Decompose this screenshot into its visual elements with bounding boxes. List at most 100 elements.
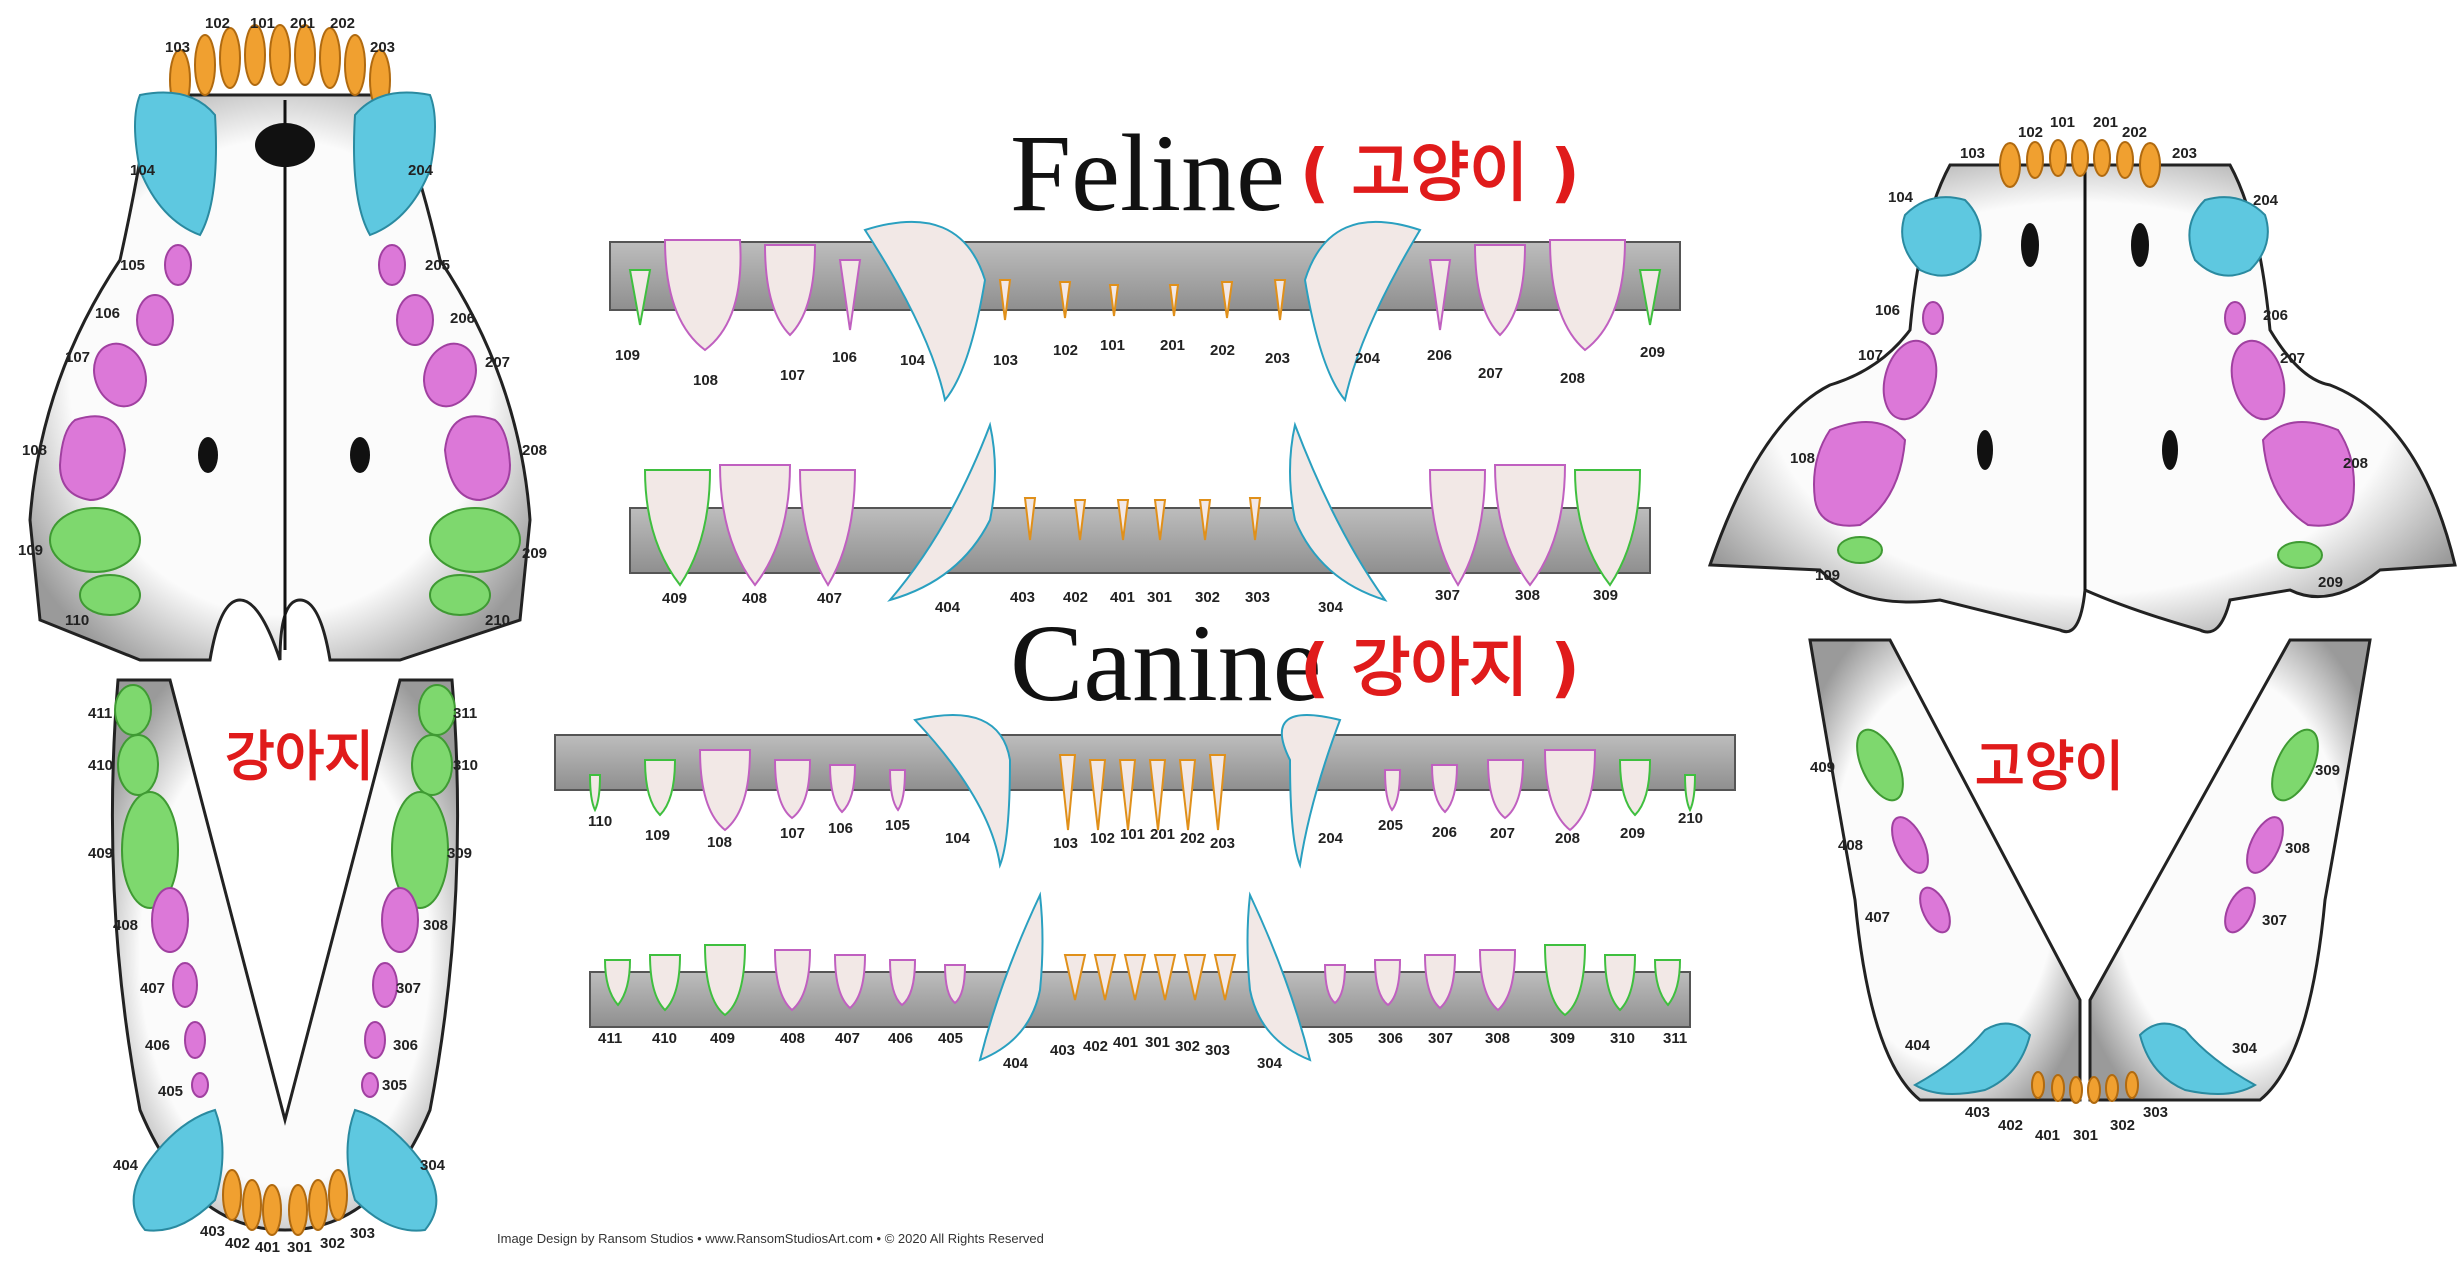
cat-lower-canine-right: [2138, 1022, 2257, 1095]
tooth-label: 204: [2253, 192, 2279, 209]
tooth-label: 105: [885, 817, 910, 834]
tooth-label: 302: [2110, 1117, 2135, 1134]
tooth-label: 101: [1120, 826, 1145, 843]
tooth-label: 103: [1960, 145, 1985, 162]
tooth-label: 402: [1083, 1038, 1108, 1055]
feline-lower-row-labels: 409 408 407 404 403 402 401 301 302 303 …: [662, 587, 1618, 616]
tooth-label: 203: [1265, 350, 1290, 367]
tooth-label: 408: [780, 1030, 805, 1047]
tooth-label: 210: [1678, 810, 1703, 827]
tooth-label: 208: [1555, 830, 1580, 847]
tooth-label: 309: [447, 845, 472, 862]
tooth-label: 207: [485, 354, 510, 371]
cat-upper-molars: [1837, 536, 2323, 569]
tooth-label: 401: [1110, 589, 1135, 606]
tooth-label: 107: [780, 825, 805, 842]
tooth-label: 404: [1905, 1037, 1931, 1054]
tooth-label: 308: [1485, 1030, 1510, 1047]
tooth-label: 405: [158, 1083, 183, 1100]
tooth-label: 303: [1245, 589, 1270, 606]
dog-lower-jaw-label: 강아지: [225, 725, 374, 788]
tooth-label: 306: [1378, 1030, 1403, 1047]
tooth-label: 202: [1210, 342, 1235, 359]
cat-upper-jaw-labels: 102 101 201 202 103 203 104 204 106 206 …: [1790, 114, 2368, 591]
dog-upper-jaw: [28, 24, 532, 662]
tooth-label: 403: [1965, 1104, 1990, 1121]
tooth-label: 308: [2285, 840, 2310, 857]
tooth-label: 103: [165, 39, 190, 56]
tooth-label: 407: [140, 980, 165, 997]
tooth-label: 102: [205, 15, 230, 32]
tooth-label: 308: [423, 917, 448, 934]
tooth-label: 202: [330, 15, 355, 32]
tooth-label: 403: [1010, 589, 1035, 606]
dog-lower-jaw: [110, 678, 460, 1236]
tooth-label: 301: [287, 1239, 312, 1256]
tooth-label: 310: [453, 757, 478, 774]
cat-lower-molars: [1856, 728, 2319, 802]
tooth-label: 302: [1175, 1038, 1200, 1055]
tooth-label: 208: [1560, 370, 1585, 387]
dog-lower-premolars: [151, 887, 419, 1098]
tooth-label: 106: [832, 349, 857, 366]
cat-lower-premolars: [1891, 816, 2284, 934]
cat-lower-incisors: [2031, 1071, 2139, 1104]
tooth-label: 307: [2262, 912, 2287, 929]
tooth-label: 401: [2035, 1127, 2060, 1144]
tooth-label: 101: [1100, 337, 1125, 354]
cat-upper-jaw-bone: [1707, 163, 2457, 634]
tooth-label: 401: [1113, 1034, 1138, 1051]
canine-upper-teeth: [588, 714, 1697, 869]
tooth-label: 201: [1160, 337, 1185, 354]
cat-lower-jaw-bone-right: [2088, 638, 2372, 1102]
tooth-label: 306: [393, 1037, 418, 1054]
tooth-label: 110: [588, 813, 612, 830]
tooth-label: 210: [485, 612, 510, 629]
tooth-label: 311: [1663, 1030, 1687, 1047]
tooth-label: 108: [22, 442, 47, 459]
tooth-label: 304: [2232, 1040, 2258, 1057]
tooth-label: 404: [113, 1157, 139, 1174]
cat-lower-jaw: [1808, 638, 2372, 1104]
tooth-label: 204: [1355, 350, 1381, 367]
cat-upper-jaw: [1707, 139, 2457, 634]
tooth-label: 208: [2343, 455, 2368, 472]
dog-upper-molars: [49, 507, 521, 616]
dog-upper-premolars: [58, 244, 512, 502]
tooth-label: 304: [1257, 1055, 1283, 1072]
tooth-label: 105: [120, 257, 145, 274]
cat-upper-foramen-2: [2131, 223, 2149, 267]
canine-upper-row-labels: 110 109 108 107 106 105 104 103 102 101 …: [588, 810, 1703, 852]
feline-lower-teeth: [643, 421, 1642, 602]
tooth-label: 207: [1490, 825, 1515, 842]
tooth-label: 204: [1318, 830, 1344, 847]
tooth-label: 410: [652, 1030, 677, 1047]
tooth-label: 301: [2073, 1127, 2098, 1144]
tooth-label: 304: [420, 1157, 446, 1174]
dog-lower-jaw-labels: 411 311 410 310 409 309 408 308 407 307 …: [88, 705, 478, 1256]
tooth-label: 207: [1478, 365, 1503, 382]
tooth-label: 107: [780, 367, 805, 384]
tooth-label: 202: [1180, 830, 1205, 847]
tooth-label: 402: [225, 1235, 250, 1252]
feline-upper-teeth: [628, 220, 1662, 403]
tooth-label: 307: [1435, 587, 1460, 604]
canine-upper-row: [554, 714, 1736, 869]
tooth-label: 406: [145, 1037, 170, 1054]
dog-lower-incisors: [222, 1169, 348, 1236]
tooth-label: 206: [1427, 347, 1452, 364]
tooth-label: 410: [88, 757, 113, 774]
tooth-label: 408: [742, 590, 767, 607]
tooth-label: 106: [95, 305, 120, 322]
tooth-label: 203: [2172, 145, 2197, 162]
feline-lower-row: [629, 421, 1651, 602]
tooth-label: 402: [1063, 589, 1088, 606]
tooth-label: 302: [320, 1235, 345, 1252]
tooth-label: 209: [522, 545, 547, 562]
feline-upper-row: [609, 220, 1681, 403]
cat-lower-jaw-labels: 409 309 408 308 407 307 404 304 403 402 …: [1810, 759, 2340, 1144]
tooth-label: 403: [1050, 1042, 1075, 1059]
tooth-label: 103: [1053, 835, 1078, 852]
tooth-label: 411: [598, 1030, 622, 1047]
